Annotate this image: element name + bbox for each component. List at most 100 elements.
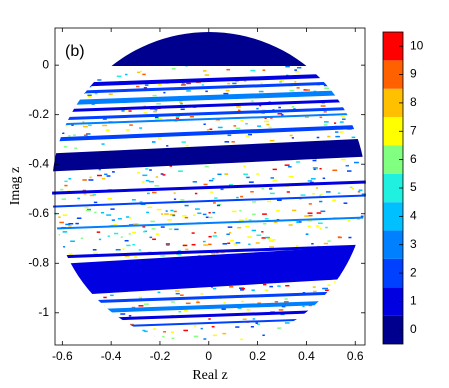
speckle: [267, 200, 272, 203]
speckle: [296, 221, 300, 223]
speckle: [166, 244, 170, 246]
speckle: [323, 337, 327, 340]
speckle: [81, 337, 84, 340]
speckle: [270, 177, 274, 179]
speckle: [132, 243, 136, 246]
speckle: [269, 188, 273, 190]
speckle: [223, 92, 229, 95]
speckle: [165, 243, 170, 245]
speckle: [262, 213, 267, 215]
colorbar-tick-label: 10: [410, 38, 424, 52]
speckle: [250, 69, 256, 72]
speckle: [331, 72, 334, 75]
band: [52, 290, 366, 305]
speckle: [325, 289, 330, 292]
speckle: [125, 129, 130, 131]
speckle: [319, 70, 323, 72]
speckle: [129, 124, 133, 126]
speckle: [357, 331, 361, 333]
speckle: [310, 178, 316, 180]
speckle: [213, 202, 216, 204]
speckle: [354, 312, 359, 315]
speckle: [193, 335, 199, 338]
speckle: [304, 215, 309, 217]
speckle: [367, 278, 371, 280]
speckle: [175, 292, 180, 295]
speckle: [180, 84, 186, 86]
speckle: [284, 327, 288, 329]
speckle: [114, 232, 119, 235]
speckle: [81, 309, 86, 311]
speckle: [169, 165, 173, 167]
speckle: [60, 77, 65, 79]
speckle: [144, 330, 148, 333]
speckle: [125, 73, 128, 76]
speckle: [250, 326, 254, 328]
speckle: [113, 224, 118, 226]
speckle: [68, 135, 71, 137]
speckle: [221, 308, 226, 310]
speckle: [82, 189, 86, 192]
speckle: [80, 237, 84, 240]
speckle: [65, 113, 69, 116]
speckle: [135, 339, 141, 342]
speckle: [233, 125, 237, 127]
speckle: [286, 191, 290, 193]
speckle: [294, 71, 300, 73]
speckle: [143, 338, 147, 341]
speckle: [62, 231, 68, 233]
speckle: [242, 318, 247, 320]
colorbar-tick-label: 7: [410, 123, 417, 137]
speckle: [85, 133, 91, 135]
speckle: [351, 74, 355, 76]
speckle: [205, 216, 209, 219]
speckle: [304, 116, 309, 119]
colorbar-swatch: [383, 258, 403, 288]
speckle: [78, 72, 83, 75]
speckle: [334, 324, 340, 327]
speckle: [227, 134, 232, 137]
speckle: [267, 238, 271, 240]
speckle: [312, 286, 316, 288]
speckle: [68, 253, 73, 255]
speckle: [132, 223, 138, 226]
speckle: [60, 295, 65, 297]
speckle: [110, 208, 115, 210]
speckle: [340, 158, 346, 161]
speckle: [300, 322, 305, 324]
speckle: [132, 231, 136, 234]
speckle: [321, 311, 325, 314]
speckle: [102, 118, 107, 120]
speckle: [61, 198, 67, 200]
speckle: [257, 323, 260, 326]
speckle: [365, 122, 366, 124]
band: [52, 299, 366, 315]
colorbar-swatch: [383, 202, 403, 231]
speckle: [66, 292, 71, 294]
speckle: [110, 294, 114, 297]
speckle: [367, 208, 371, 210]
speckle: [152, 238, 157, 241]
speckle: [59, 273, 65, 275]
speckle: [212, 287, 217, 290]
speckle: [112, 171, 115, 173]
colorbar-tick-label: 4: [410, 209, 417, 223]
x-tick-label: -0.4: [101, 349, 122, 363]
speckle: [124, 239, 129, 242]
speckle: [349, 331, 352, 333]
speckle: [101, 311, 106, 314]
speckle: [220, 188, 224, 191]
speckle: [273, 221, 278, 223]
speckle: [191, 243, 196, 246]
speckle: [339, 299, 344, 301]
speckle: [142, 226, 146, 228]
speckle: [120, 236, 123, 238]
speckle: [358, 189, 363, 191]
speckle: [238, 219, 244, 221]
speckle: [324, 287, 328, 290]
speckle: [351, 188, 355, 190]
speckle: [333, 93, 339, 95]
speckle: [56, 284, 61, 287]
speckle: [255, 322, 258, 324]
speckle: [305, 233, 308, 236]
